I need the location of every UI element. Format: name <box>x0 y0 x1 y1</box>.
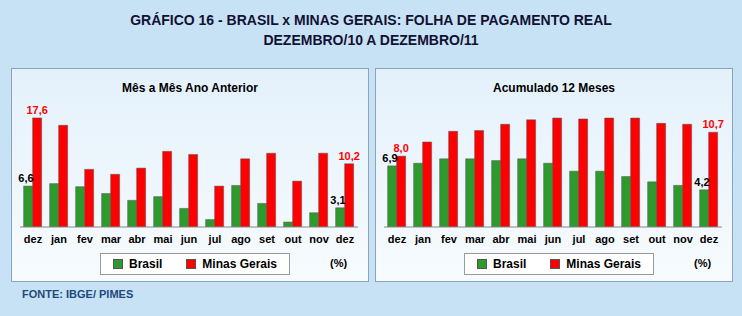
svg-text:10,2: 10,2 <box>338 150 359 162</box>
svg-text:jun: jun <box>544 233 562 245</box>
svg-text:fev: fev <box>441 233 458 245</box>
svg-text:set: set <box>623 233 639 245</box>
html-text:Brasil: Brasil <box>493 257 527 271</box>
html-text:DEZEMBRO/10 A DEZEMBRO/11: DEZEMBRO/10 A DEZEMBRO/11 <box>263 32 479 48</box>
svg-text:10,7: 10,7 <box>702 118 723 130</box>
svg-text:out: out <box>648 233 665 245</box>
svg-text:mai: mai <box>154 233 173 245</box>
html-text:FONTE: IBGE/ PIMES: FONTE: IBGE/ PIMES <box>22 288 134 300</box>
svg-text:mar: mar <box>101 233 122 245</box>
svg-text:dez: dez <box>336 233 355 245</box>
svg-text:jul: jul <box>208 233 222 245</box>
html-text:Minas Gerais: Minas Gerais <box>202 257 277 271</box>
svg-text:dez: dez <box>700 233 719 245</box>
html-text:Mês a Mês Ano Anterior: Mês a Mês Ano Anterior <box>122 81 258 95</box>
svg-text:8,0: 8,0 <box>393 142 408 154</box>
svg-text:fev: fev <box>77 233 94 245</box>
svg-text:dez: dez <box>388 233 407 245</box>
svg-text:nov: nov <box>309 233 329 245</box>
svg-text:ago: ago <box>231 233 251 245</box>
svg-text:jan: jan <box>414 233 431 245</box>
html-text:Acumulado 12 Meses: Acumulado 12 Meses <box>493 81 615 95</box>
html-text:Brasil: Brasil <box>129 257 163 271</box>
svg-text:jul: jul <box>572 233 586 245</box>
svg-text:4,2: 4,2 <box>694 176 709 188</box>
svg-text:abr: abr <box>492 233 510 245</box>
svg-text:jan: jan <box>50 233 67 245</box>
svg-text:set: set <box>259 233 275 245</box>
svg-text:6,6: 6,6 <box>18 172 33 184</box>
svg-text:ago: ago <box>595 233 615 245</box>
svg-text:nov: nov <box>673 233 693 245</box>
svg-text:3,1: 3,1 <box>330 194 345 206</box>
svg-text:mai: mai <box>518 233 537 245</box>
svg-text:mar: mar <box>465 233 486 245</box>
svg-text:jun: jun <box>180 233 198 245</box>
svg-text:abr: abr <box>128 233 146 245</box>
svg-text:dez: dez <box>24 233 43 245</box>
svg-text:out: out <box>284 233 301 245</box>
html-text:GRÁFICO 16 - BRASIL x MINAS GE: GRÁFICO 16 - BRASIL x MINAS GERAIS: FOLH… <box>130 12 612 28</box>
svg-text:17,6: 17,6 <box>26 104 47 116</box>
svg-text:6,9: 6,9 <box>382 151 398 164</box>
html-text:Minas Gerais: Minas Gerais <box>566 257 641 271</box>
